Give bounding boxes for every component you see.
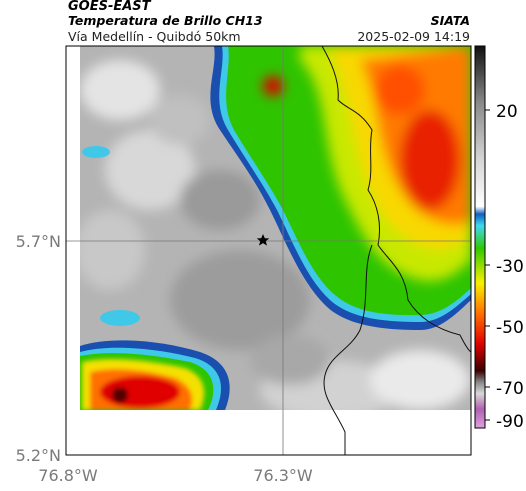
lon-label-76.8: 76.8°W (38, 466, 98, 485)
map-frame (65, 45, 472, 456)
satellite-imagery (66, 46, 471, 455)
colorbar-tick-minus70: -70 (496, 379, 524, 399)
boundary-line-1 (321, 46, 471, 353)
location-subtitle: Vía Medellín - Quibdó 50km (68, 29, 241, 44)
colorbar-tick-20: 20 (496, 102, 518, 122)
product-title: Temperatura de Brillo CH13 (68, 13, 263, 28)
organization-label: SIATA (430, 13, 470, 28)
lon-label-76.3: 76.3°W (253, 466, 313, 485)
datetime-label: 2025-02-09 14:19 (357, 29, 470, 44)
star-marker (256, 234, 270, 246)
colorbar-tick-minus30: -30 (496, 257, 524, 277)
boundary-line-2 (323, 244, 373, 455)
colorbar-tick-minus50: -50 (496, 318, 524, 338)
colorbar-tick-minus90: -90 (496, 412, 524, 432)
lat-label-5.2: 5.2°N (16, 446, 61, 465)
colorbar (474, 45, 486, 429)
satellite-title: GOES-EAST (68, 0, 151, 14)
lat-label-5.7: 5.7°N (16, 232, 61, 251)
colorbar-ticks (485, 109, 490, 421)
